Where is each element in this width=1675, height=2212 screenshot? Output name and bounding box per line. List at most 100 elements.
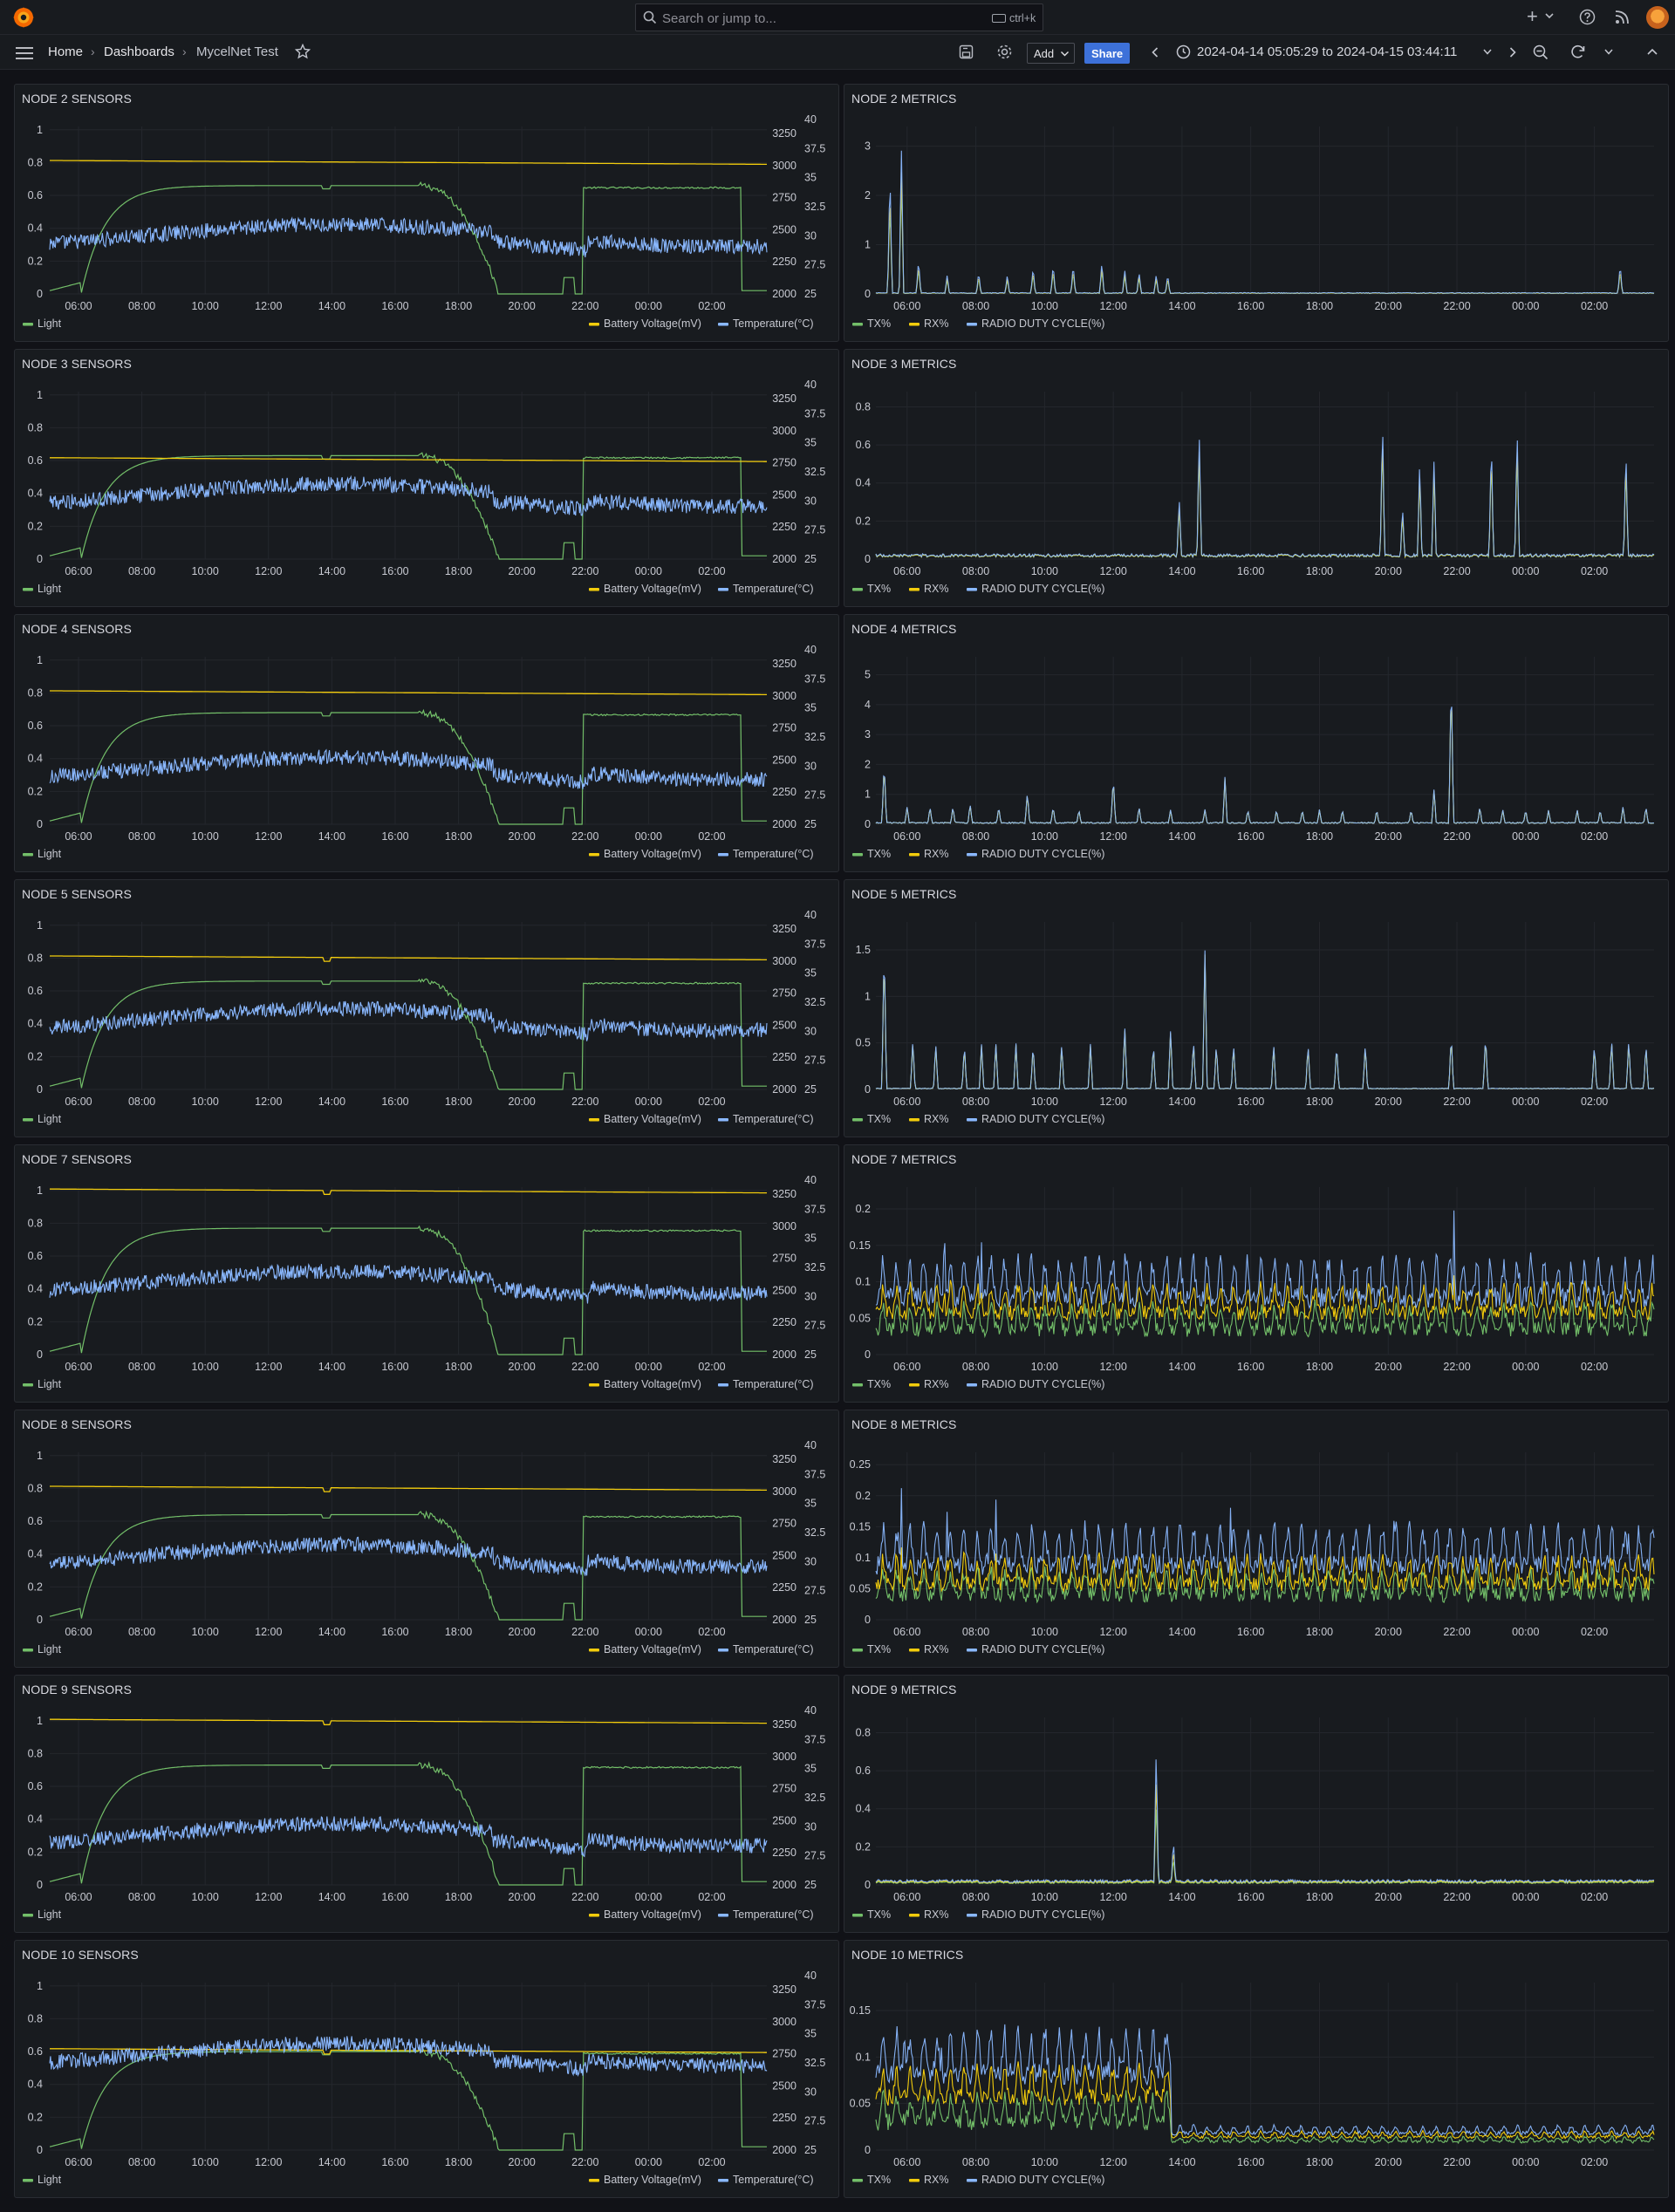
legend-label[interactable]: TX% (867, 848, 891, 860)
rx-series-line[interactable] (875, 1546, 1655, 1594)
settings-gear-icon[interactable] (996, 44, 1013, 60)
legend-label[interactable]: Light (38, 1908, 62, 1921)
rx-series-line[interactable] (875, 172, 1655, 295)
sensors-panel[interactable]: NODE 9 SENSORS 0 0.2 0.4 0.6 0.8 1 2000 2250 2500… (14, 1675, 839, 1933)
radio-duty-cycle-series-line[interactable] (875, 1759, 1655, 1884)
legend-label[interactable]: RX% (924, 583, 948, 595)
legend-label[interactable]: RADIO DUTY CYCLE(%) (981, 1908, 1104, 1921)
rx-series-line[interactable] (875, 2061, 1655, 2140)
tx-series-line[interactable] (875, 957, 1655, 1090)
radio-duty-cycle-series-line[interactable] (875, 150, 1655, 295)
legend-label[interactable]: Temperature(°C) (733, 848, 814, 860)
rx-series-line[interactable] (875, 1275, 1655, 1322)
legend-label[interactable]: RX% (924, 317, 948, 330)
collapse-up-icon[interactable] (1647, 48, 1658, 55)
zoom-out-icon[interactable] (1533, 44, 1549, 60)
legend-label[interactable]: RADIO DUTY CYCLE(%) (981, 848, 1104, 860)
battery-series-line[interactable] (50, 1188, 767, 1195)
grafana-logo-icon[interactable] (12, 6, 35, 29)
breadcrumb-home[interactable]: Home (48, 44, 84, 59)
sensors-panel[interactable]: NODE 3 SENSORS 0 0.2 0.4 0.6 0.8 1 2000 2250 2500… (14, 349, 839, 607)
panel-title[interactable]: NODE 3 SENSORS (22, 357, 132, 371)
panel-title[interactable]: NODE 5 METRICS (851, 887, 957, 901)
sensors-panel[interactable]: NODE 4 SENSORS 0 0.2 0.4 0.6 0.8 1 2000 2250 2500… (14, 614, 839, 872)
time-forward-chevron-icon[interactable] (1509, 47, 1516, 58)
add-button[interactable]: Add (1027, 43, 1075, 64)
tx-series-line[interactable] (875, 1809, 1655, 1885)
battery-series-line[interactable] (50, 1485, 767, 1492)
metrics-panel[interactable]: NODE 10 METRICS 0 0.05 0.1 0.15 06:00 08:00 10:… (844, 1940, 1669, 2198)
panel-title[interactable]: NODE 7 METRICS (851, 1152, 957, 1166)
panel-title[interactable]: NODE 5 SENSORS (22, 887, 132, 901)
battery-series-line[interactable] (50, 2048, 767, 2055)
radio-duty-cycle-series-line[interactable] (875, 2024, 1655, 2137)
light-series-line[interactable] (49, 708, 767, 825)
legend-label[interactable]: RX% (924, 848, 948, 860)
legend-label[interactable]: Temperature(°C) (733, 1643, 814, 1656)
legend-label[interactable]: RX% (924, 1908, 948, 1921)
panel-title[interactable]: NODE 7 SENSORS (22, 1152, 132, 1166)
legend-label[interactable]: Temperature(°C) (733, 1908, 814, 1921)
light-series-line[interactable] (49, 978, 767, 1090)
temperature-series-line[interactable] (49, 216, 768, 257)
temperature-series-line[interactable] (49, 748, 768, 789)
legend-label[interactable]: RX% (924, 2174, 948, 2186)
legend-label[interactable]: Battery Voltage(mV) (604, 1908, 701, 1921)
legend-label[interactable]: Battery Voltage(mV) (604, 2174, 701, 2186)
panel-title[interactable]: NODE 10 METRICS (851, 1948, 964, 1962)
legend-label[interactable]: TX% (867, 317, 891, 330)
tx-series-line[interactable] (875, 186, 1655, 295)
metrics-panel[interactable]: NODE 9 METRICS 0 0.2 0.4 0.6 0.8 06:00 08:00 10:… (844, 1675, 1669, 1933)
star-icon[interactable] (295, 44, 311, 59)
new-plus-button[interactable]: + (1527, 5, 1538, 27)
legend-label[interactable]: Battery Voltage(mV) (604, 1643, 701, 1656)
tx-series-line[interactable] (875, 1565, 1655, 1604)
legend-label[interactable]: TX% (867, 1378, 891, 1390)
rx-series-line[interactable] (875, 448, 1655, 559)
breadcrumb-dashboards[interactable]: Dashboards (104, 44, 174, 59)
help-icon[interactable] (1579, 9, 1596, 25)
legend-label[interactable]: RADIO DUTY CYCLE(%) (981, 1113, 1104, 1125)
search-input[interactable]: Search or jump to... ctrl+k (635, 3, 1043, 31)
legend-label[interactable]: Temperature(°C) (733, 583, 814, 595)
light-series-line[interactable] (49, 1225, 767, 1355)
sensors-panel[interactable]: NODE 2 SENSORS 0 0.2 0.4 0.6 0.8 1 2000 2250 2500… (14, 84, 839, 342)
legend-label[interactable]: RADIO DUTY CYCLE(%) (981, 583, 1104, 595)
light-series-line[interactable] (49, 2047, 767, 2151)
chevron-down-icon[interactable] (1483, 49, 1492, 55)
legend-label[interactable]: Temperature(°C) (733, 2174, 814, 2186)
legend-label[interactable]: RX% (924, 1113, 948, 1125)
legend-label[interactable]: Light (38, 583, 62, 595)
temperature-series-line[interactable] (49, 2036, 768, 2078)
menu-icon[interactable] (16, 47, 33, 59)
refresh-icon[interactable] (1570, 44, 1586, 59)
legend-label[interactable]: Light (38, 1378, 62, 1390)
tx-series-line[interactable] (875, 712, 1655, 824)
legend-label[interactable]: Light (38, 848, 62, 860)
battery-series-line[interactable] (50, 690, 767, 696)
legend-label[interactable]: RX% (924, 1643, 948, 1656)
chevron-down-icon[interactable] (1604, 49, 1613, 55)
legend-label[interactable]: Light (38, 317, 62, 330)
radio-duty-cycle-series-line[interactable] (875, 436, 1655, 558)
legend-label[interactable]: Light (38, 2174, 62, 2186)
metrics-panel[interactable]: NODE 5 METRICS 0 0.5 1 1.5 06:00 08:00 10:00 12:… (844, 879, 1669, 1137)
rx-series-line[interactable] (875, 1784, 1655, 1885)
radio-duty-cycle-series-line[interactable] (875, 1488, 1655, 1577)
temperature-series-line[interactable] (49, 1815, 768, 1858)
metrics-panel[interactable]: NODE 4 METRICS 0 1 2 3 4 5 06:00 08:00 10:00 12:00… (844, 614, 1669, 872)
legend-label[interactable]: Battery Voltage(mV) (604, 1113, 701, 1125)
legend-label[interactable]: TX% (867, 1113, 891, 1125)
legend-label[interactable]: Light (38, 1113, 62, 1125)
sensors-panel[interactable]: NODE 5 SENSORS 0 0.2 0.4 0.6 0.8 1 2000 2250 2500… (14, 879, 839, 1137)
radio-duty-cycle-series-line[interactable] (875, 1210, 1655, 1309)
legend-label[interactable]: TX% (867, 1643, 891, 1656)
light-series-line[interactable] (49, 181, 767, 295)
panel-title[interactable]: NODE 4 METRICS (851, 622, 957, 636)
panel-title[interactable]: NODE 10 SENSORS (22, 1948, 139, 1962)
metrics-panel[interactable]: NODE 8 METRICS 0 0.05 0.1 0.15 0.2 0.25 06:00 08… (844, 1410, 1669, 1668)
legend-label[interactable]: RADIO DUTY CYCLE(%) (981, 1643, 1104, 1656)
panel-title[interactable]: NODE 8 SENSORS (22, 1417, 132, 1431)
temperature-series-line[interactable] (49, 1000, 768, 1041)
temperature-series-line[interactable] (49, 474, 768, 516)
